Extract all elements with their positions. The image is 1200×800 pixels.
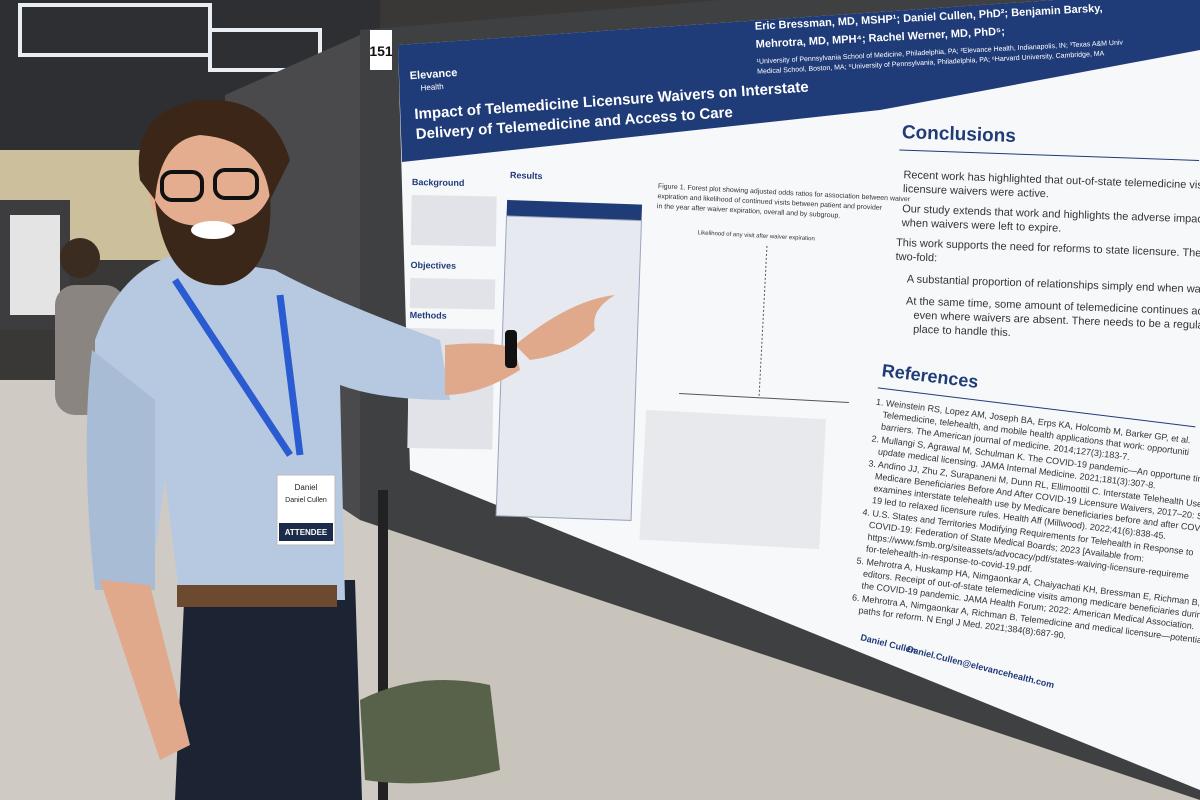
rule (877, 387, 1196, 428)
figure: Figure 1. Forest plot showing adjusted o… (639, 183, 911, 550)
pants (175, 580, 362, 800)
hand (515, 295, 615, 360)
poster (398, 0, 1200, 790)
text-block (410, 195, 497, 247)
section-heading: Objectives (410, 260, 456, 271)
logo: Health (420, 82, 444, 93)
figure-axis (679, 393, 849, 403)
section-heading: Background (412, 177, 465, 188)
logo: Elevance (409, 67, 457, 82)
glasses (213, 168, 259, 200)
poster-header (398, 0, 1200, 162)
beard (155, 195, 271, 286)
text-block (639, 409, 826, 550)
back-poster (10, 215, 60, 315)
text-block (409, 278, 496, 310)
watch (505, 330, 517, 368)
pole (378, 490, 388, 800)
section-heading: Conclusions (902, 122, 1017, 147)
section-heading: Results (510, 170, 543, 181)
bullet: licensure waivers were active. (903, 183, 1049, 200)
table-header (506, 199, 643, 221)
badge-role-bar (279, 523, 333, 541)
number-card (370, 30, 392, 70)
rule (899, 149, 1200, 161)
bullet: when waivers were left to expire. (901, 217, 1062, 235)
bullet: place to handle this. (913, 324, 1011, 339)
booth-number: 151 (369, 43, 393, 59)
sleeve (86, 350, 155, 590)
teeth (191, 221, 235, 239)
bag (360, 680, 500, 784)
section-heading: Methods (410, 310, 447, 321)
forearm (100, 580, 190, 760)
results: Results (495, 170, 643, 521)
reference-line (758, 245, 768, 396)
badge-full-name: Daniel Cullen (285, 497, 327, 504)
badge-role: ATTENDEE (285, 528, 328, 537)
glasses (160, 170, 204, 202)
ceiling-light (208, 28, 322, 72)
forearm (445, 343, 520, 395)
badge-first-name: Daniel (295, 483, 318, 492)
bullet: two-fold: (895, 251, 937, 264)
person-bg (60, 238, 100, 278)
lanyard (172, 278, 304, 457)
belt (177, 585, 337, 607)
hair (138, 99, 290, 200)
